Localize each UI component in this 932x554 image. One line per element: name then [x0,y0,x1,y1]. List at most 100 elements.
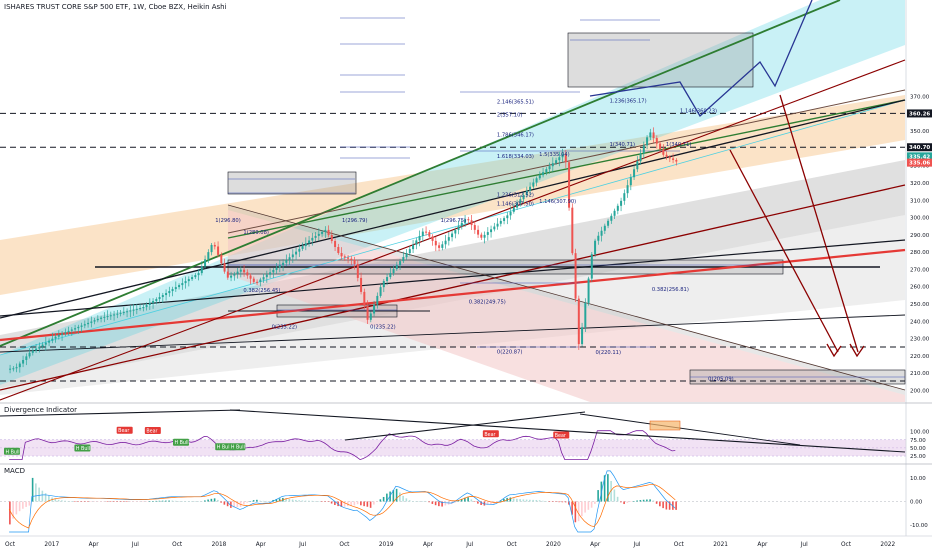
candle-body [597,235,600,241]
candle-body [220,254,223,264]
macd-histogram-bar [35,483,37,502]
divergence-badge-label: H Bull [231,445,245,451]
blue-mid-line[interactable] [0,99,906,356]
price-tick-label: 250.00 [910,302,930,308]
macd-histogram-bar [126,501,128,502]
macd-histogram-bar [626,501,629,503]
divergence-badge [144,427,161,435]
macd-histogram-bar [431,501,434,504]
black-trendline-3[interactable] [0,314,906,353]
candle-body [246,272,249,276]
macd-histogram-bar [298,500,300,502]
candle-body [577,298,580,345]
macd-histogram-bar [269,500,271,502]
candle-body [278,265,281,268]
fib-label: 0(220.11) [596,350,622,356]
macd-histogram-bar [148,501,151,502]
candle-body [343,256,346,258]
candle-body [564,154,567,163]
fib-label: 1.5(335.04) [539,152,569,158]
macd-histogram-bar [230,501,232,508]
candle-body [38,346,41,349]
macd-histogram-bar [639,500,642,502]
price-tick-label: 200.00 [910,388,930,394]
candle-body [675,159,678,162]
candle-body [181,283,184,286]
candle-body [132,309,135,311]
candle-body [275,267,278,270]
candle-body [18,363,21,368]
macd-histogram-bar [83,501,86,502]
macd-histogram-bar [246,501,248,503]
candle-body [61,333,64,335]
candle-body [265,274,268,278]
time-tick-label: Apr [590,542,601,548]
candle-body [613,210,616,216]
divergence-tick-label: 75.00 [910,438,926,444]
green-mid-trendline[interactable] [227,99,906,239]
divergence-badge-label: H Bull [76,446,90,452]
dark-red-line-2[interactable] [0,59,906,401]
macd-histogram-bar [555,501,557,503]
macd-histogram-bar [93,501,96,502]
macd-histogram-bar [191,501,193,502]
macd-histogram-bar [304,500,307,502]
candle-body [483,234,486,238]
dark-red-line-1[interactable] [0,184,906,391]
macd-histogram-bar [408,500,411,502]
black-trendline-2[interactable] [0,239,906,317]
macd-histogram-bar [642,499,645,502]
macd-histogram-bar [256,499,258,502]
time-tick-label: Oct [841,542,852,548]
descending-line[interactable] [227,204,906,391]
price-badge-label: 340.70 [909,145,930,151]
divergence-line-4 [579,413,801,446]
macd-histogram-bar [480,501,482,505]
macd-histogram-bar [259,500,261,502]
candle-body [376,295,379,305]
candle-body [25,356,28,360]
candle-body [31,350,34,353]
macd-histogram-bar [161,500,164,502]
macd-histogram-bar [132,501,135,502]
candle-body [262,277,265,280]
projection-path[interactable] [589,0,813,118]
macd-histogram-bar [473,501,476,502]
candle-body [405,253,408,258]
candle-body [178,285,181,288]
fib-label: 1(296.75) [441,218,467,224]
candle-body [28,352,31,357]
divergence-indicator-title: Divergence Indicator [4,406,78,414]
fib-label: 1.618(334.03) [497,154,534,160]
price-badge [907,143,932,152]
price-tick-label: 270.00 [910,267,930,273]
candle-body [646,137,649,146]
macd-histogram-bar [373,501,375,505]
price-tick-label: 280.00 [910,250,930,256]
candle-body [103,316,106,318]
green-upper-trendline[interactable] [0,0,841,347]
candle-body [187,279,190,282]
candle-body [503,218,506,221]
macd-histogram-bar [285,498,287,502]
black-trendline-1[interactable] [0,99,906,319]
macd-histogram-bar [603,475,606,502]
candle-body [223,263,226,272]
candle-body [291,254,294,258]
macd-histogram-bar [330,501,333,504]
candle-body [210,244,213,253]
down-arrow-2[interactable] [779,94,859,353]
macd-histogram-bar [129,501,131,502]
fib-label: 1.236(312.52) [497,192,534,198]
symbol-title: ISHARES TRUST CORE S&P 500 ETF, 1W, Cboe… [4,3,227,11]
candle-body [15,367,18,369]
divergence-badge-label: Bear [555,433,566,439]
candle-body [272,269,275,273]
macd-histogram-bar [454,501,456,503]
candle-body [285,260,288,263]
candle-body [408,249,411,254]
candle-body [512,207,515,212]
down-arrow-1[interactable] [729,149,839,353]
